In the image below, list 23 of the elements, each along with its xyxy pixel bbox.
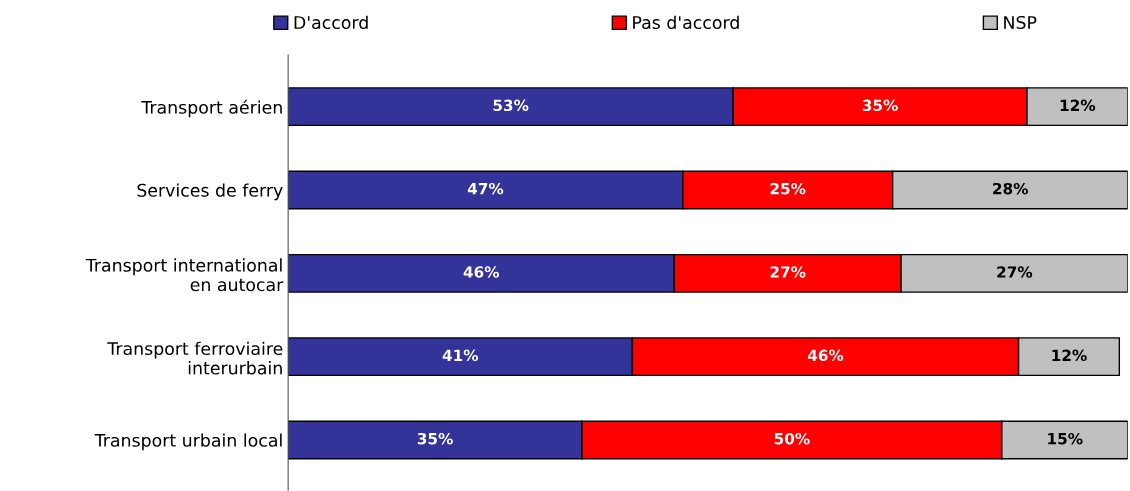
data-label: 25% [770,182,806,195]
data-label: 35% [862,99,898,112]
data-label: 12% [1060,99,1096,112]
data-label: 15% [1048,432,1083,445]
data-label: 12% [1052,349,1087,362]
data-label: 35% [417,432,453,445]
data-label: 28% [993,182,1028,195]
y-tick-label: Transport aérien [141,99,282,118]
legend-label: D'accord [294,15,368,30]
data-label: 47% [467,182,504,195]
data-label: 46% [463,266,500,278]
data-label: 46% [807,349,844,362]
data-label: 27% [770,266,806,278]
y-tick-label: Transport urbain local [94,433,282,451]
data-label: 41% [442,349,479,362]
legend-label: Pas d'accord [633,15,739,30]
data-label: 50% [774,432,810,445]
y-tick-label: Transport international en autocar [85,258,284,292]
y-tick-label: Services de ferry [137,183,283,201]
data-label: 53% [493,99,529,112]
data-label: 27% [997,266,1033,278]
y-tick-label: Transport ferroviaire interurbain [107,341,283,375]
legend-label: NSP [1004,15,1037,30]
